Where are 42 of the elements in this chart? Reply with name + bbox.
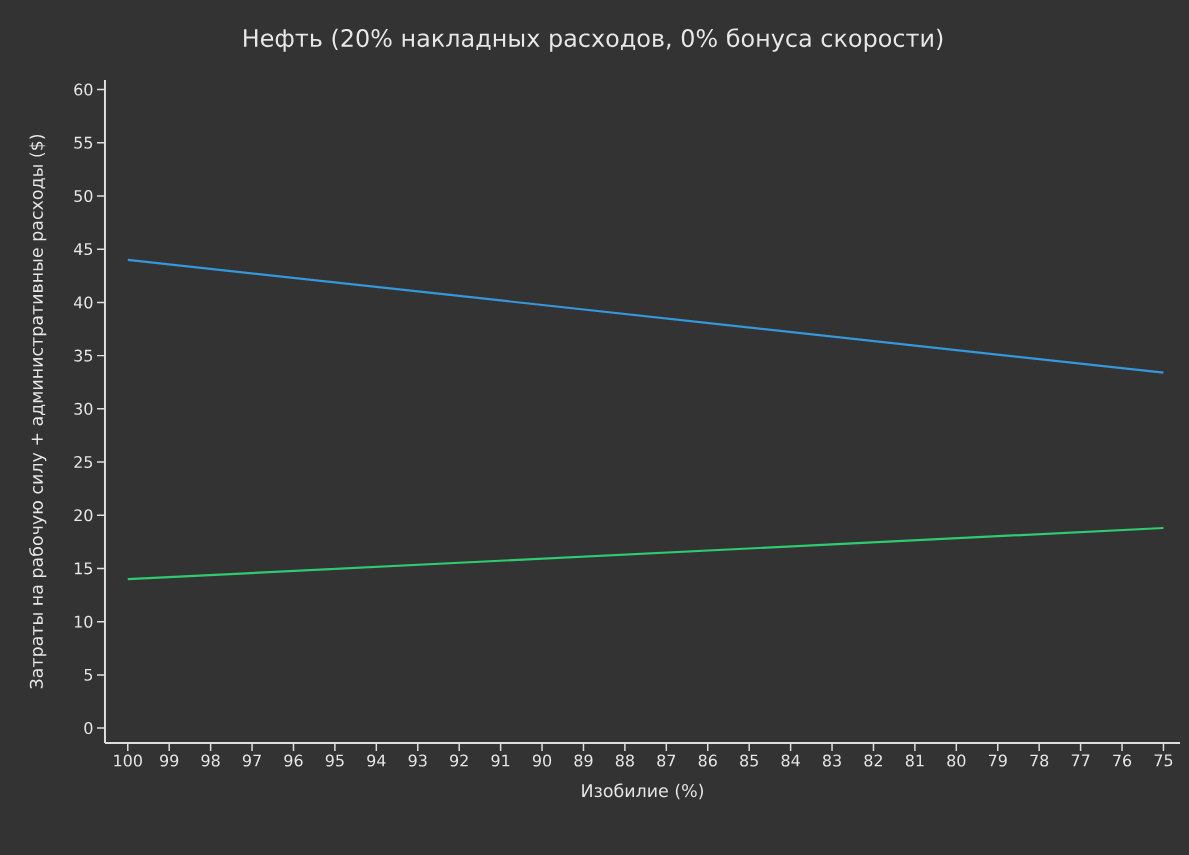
y-tick-label: 45 (73, 243, 93, 256)
y-tick-label: 30 (74, 402, 93, 415)
x-axis-title: Изобилие (%) (582, 783, 703, 800)
x-tick-label: 92 (450, 754, 468, 767)
x-tick-label: 82 (864, 754, 882, 767)
y-tick-label: 60 (74, 83, 93, 96)
y-tick-label: 15 (74, 562, 93, 575)
x-tick-label: 78 (1030, 754, 1049, 767)
y-tick-label: 10 (74, 615, 93, 628)
x-tick-label: 81 (905, 754, 924, 767)
x-tick-label: 77 (1071, 754, 1090, 767)
x-tick-label: 90 (532, 754, 552, 767)
y-tick-label: 50 (74, 189, 93, 203)
x-tick-label: 91 (491, 754, 510, 767)
chart-title: Нефть (20% накладных расходов, 0% бонуса скорости) (244, 28, 943, 52)
x-tick-label: 88 (615, 754, 634, 767)
y-tick-label: 35 (74, 349, 93, 362)
y-axis-title: Затраты на рабочую силу + административные расходы ($) (29, 134, 47, 689)
y-tick-label: 55 (74, 136, 93, 149)
x-tick-label: 98 (201, 754, 220, 767)
y-tick-label: 0 (84, 722, 93, 735)
x-tick-label: 100 (114, 754, 142, 767)
x-tick-label: 96 (284, 754, 303, 767)
x-tick-label: 85 (740, 754, 758, 767)
x-tick-label: 83 (822, 754, 841, 767)
x-tick-label: 79 (988, 754, 1007, 767)
x-tick-label: 95 (325, 754, 344, 767)
x-tick-label: 75 (1154, 754, 1173, 767)
y-tick-label: 25 (74, 456, 93, 469)
x-tick-label: 99 (160, 754, 179, 767)
x-tick-label: 97 (242, 754, 261, 767)
x-tick-label: 93 (408, 754, 427, 767)
y-tick-label: 20 (74, 509, 93, 522)
y-tick-label: 40 (73, 296, 93, 309)
x-tick-label: 94 (367, 754, 386, 767)
x-tick-label: 84 (781, 754, 800, 767)
x-tick-label: 80 (947, 754, 966, 767)
x-tick-label: 76 (1113, 754, 1132, 767)
x-tick-label: 86 (698, 754, 717, 767)
x-tick-label: 89 (574, 754, 593, 767)
x-tick-label: 87 (657, 754, 676, 767)
y-tick-label: 5 (84, 668, 93, 681)
